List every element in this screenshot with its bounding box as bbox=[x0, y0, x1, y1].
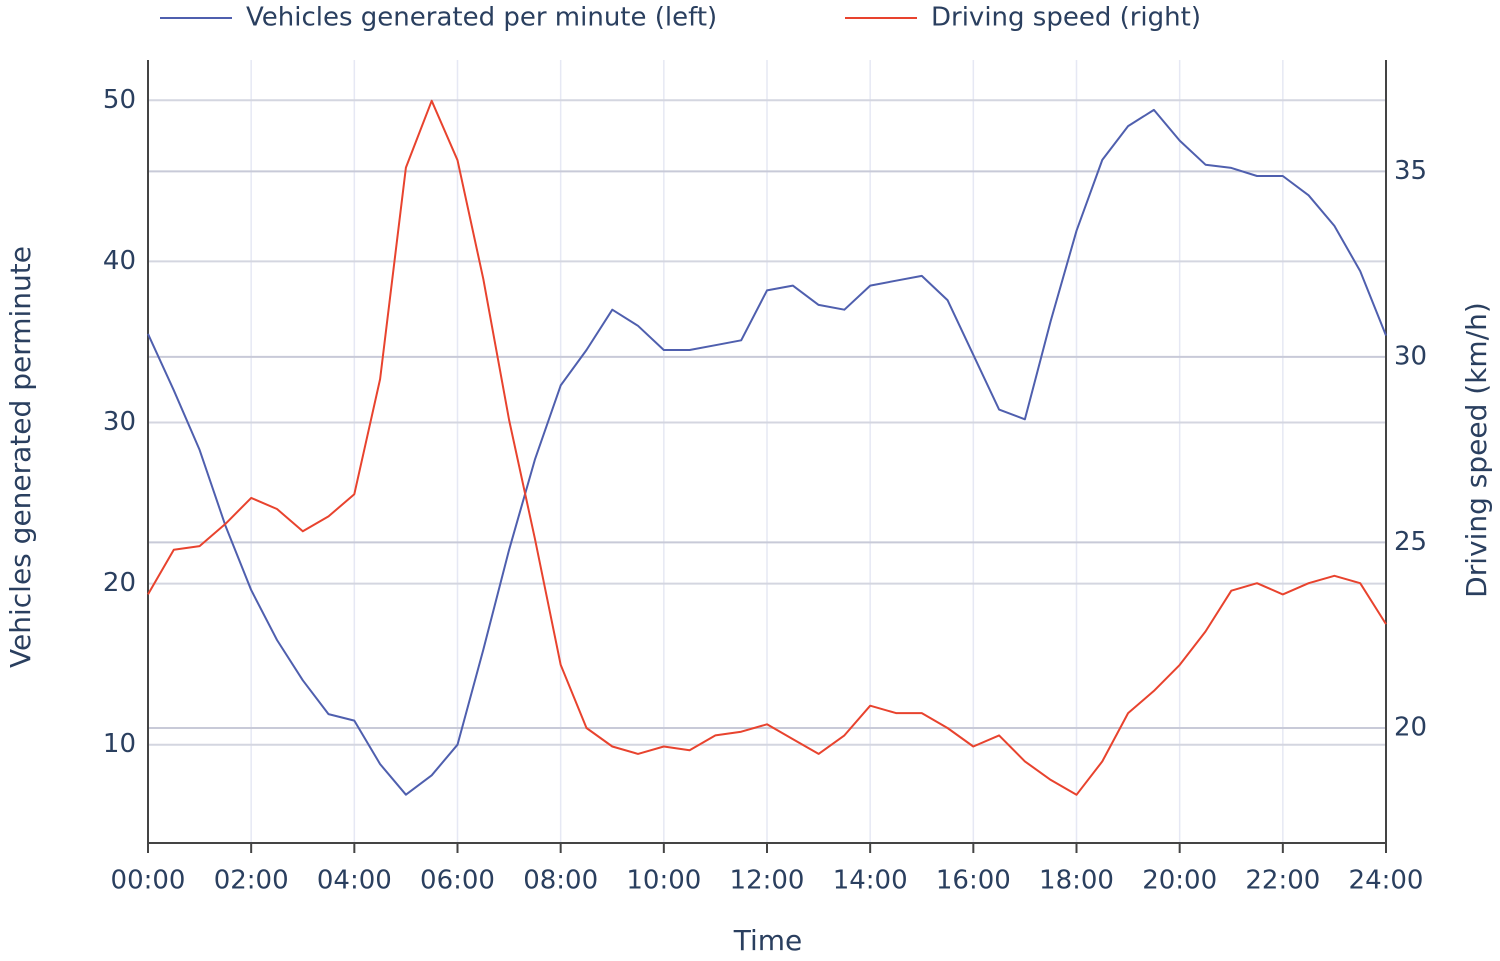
y-tick-label: 40 bbox=[103, 246, 136, 276]
x-tick-label: 24:00 bbox=[1349, 866, 1424, 896]
x-tick-label: 16:00 bbox=[936, 866, 1011, 896]
x-tick-label: 00:00 bbox=[111, 866, 186, 896]
x-tick-label: 22:00 bbox=[1245, 866, 1320, 896]
y2-axis-title: Driving speed (km/h) bbox=[1460, 302, 1493, 598]
y-tick-label: 10 bbox=[103, 729, 136, 759]
y-axis-title: Vehicles generated perminute bbox=[4, 246, 37, 668]
x-tick-label: 20:00 bbox=[1142, 866, 1217, 896]
x-tick-label: 10:00 bbox=[626, 866, 701, 896]
y2-tick-label: 25 bbox=[1394, 527, 1427, 557]
x-tick-label: 08:00 bbox=[523, 866, 598, 896]
x-tick-label: 12:00 bbox=[730, 866, 805, 896]
x-axis-title: Time bbox=[733, 924, 803, 957]
x-tick-label: 18:00 bbox=[1039, 866, 1114, 896]
y2-tick-label: 30 bbox=[1394, 341, 1427, 371]
y2-tick-label: 35 bbox=[1394, 156, 1427, 186]
legend-label: Driving speed (right) bbox=[931, 3, 1201, 33]
series-line bbox=[147, 108, 1387, 796]
y-tick-label: 30 bbox=[103, 407, 136, 437]
series-line bbox=[147, 99, 1387, 796]
legend-label: Vehicles generated per minute (left) bbox=[246, 3, 717, 33]
y-tick-label: 20 bbox=[103, 568, 136, 598]
y-tick-label: 50 bbox=[103, 85, 136, 115]
x-tick-label: 02:00 bbox=[214, 866, 289, 896]
y2-tick-label: 20 bbox=[1394, 712, 1427, 742]
x-tick-label: 04:00 bbox=[317, 866, 392, 896]
x-tick-label: 14:00 bbox=[833, 866, 908, 896]
x-tick-label: 06:00 bbox=[420, 866, 495, 896]
